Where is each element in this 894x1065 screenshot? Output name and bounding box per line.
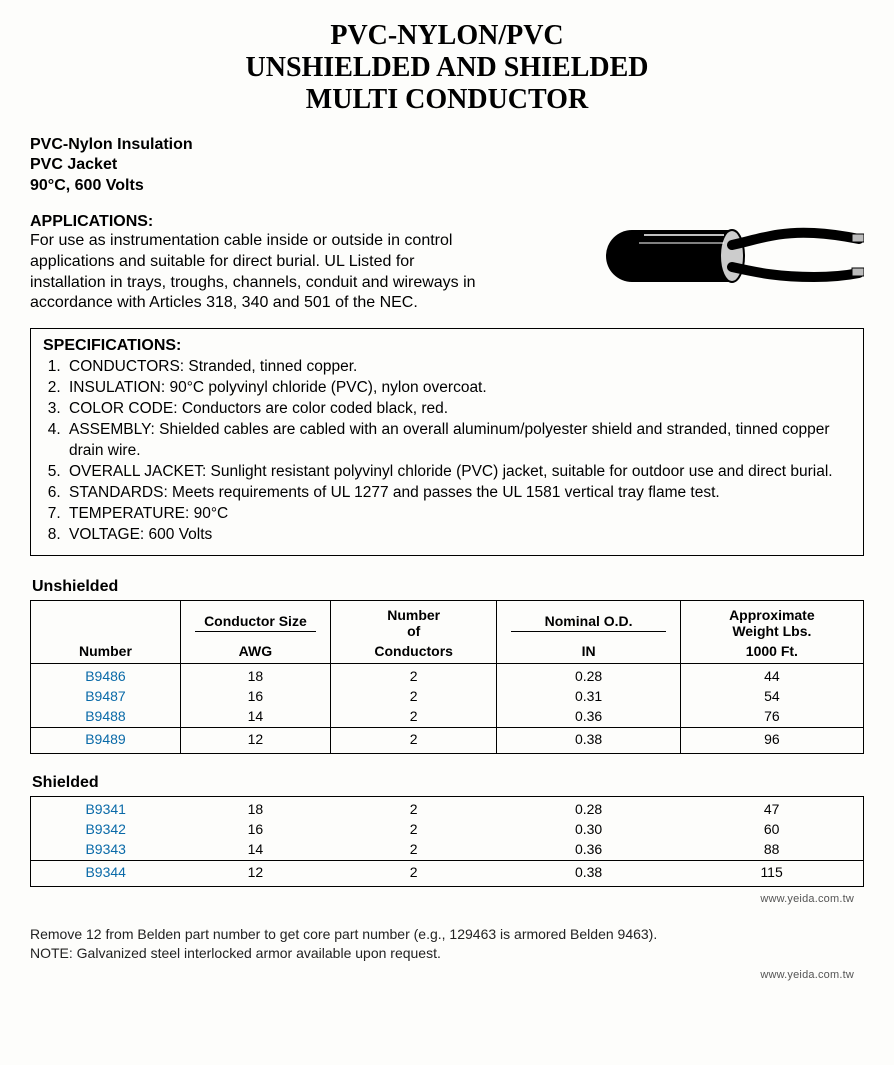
- cell-od: 0.38: [497, 728, 680, 754]
- cell-conductors: 2: [330, 706, 497, 728]
- cell-weight: 76: [680, 706, 863, 728]
- spec-item: VOLTAGE: 600 Volts: [65, 525, 851, 546]
- watermark-text-2: www.yeida.com.tw: [30, 969, 864, 981]
- cell-od: 0.28: [497, 797, 680, 820]
- cell-od: 0.36: [497, 706, 680, 728]
- cell-weight: 88: [680, 839, 863, 861]
- cell-awg: 18: [180, 797, 330, 820]
- cell-conductors: 2: [330, 861, 497, 887]
- cell-conductors: 2: [330, 728, 497, 754]
- col-header-num-conductors: Number of: [330, 601, 497, 642]
- cell-conductors: 2: [330, 819, 497, 839]
- cable-illustration: [604, 221, 864, 291]
- applications-text: APPLICATIONS: For use as instrumentation…: [30, 213, 584, 314]
- table-row: B9488 14 2 0.36 76: [31, 706, 864, 728]
- title-line-1: PVC-NYLON/PVC: [30, 20, 864, 52]
- part-number-link[interactable]: B9488: [85, 708, 125, 724]
- table-header: Conductor Size Number of Nominal O.D. Ap…: [31, 601, 864, 664]
- footnotes: Remove 12 from Belden part number to get…: [30, 925, 864, 963]
- cell-awg: 14: [180, 706, 330, 728]
- title-line-3: MULTI CONDUCTOR: [30, 84, 864, 116]
- cell-weight: 96: [680, 728, 863, 754]
- col-header-conductor-size: Conductor Size: [180, 601, 330, 642]
- cell-od: 0.36: [497, 839, 680, 861]
- cell-awg: 18: [180, 664, 330, 687]
- col-header-number: [31, 601, 181, 642]
- subheader-line-3: 90°C, 600 Volts: [30, 176, 864, 197]
- spec-item: ASSEMBLY: Shielded cables are cabled wit…: [65, 420, 851, 462]
- cell-weight: 44: [680, 664, 863, 687]
- title-block: PVC-NYLON/PVC UNSHIELDED AND SHIELDED MU…: [30, 20, 864, 117]
- part-number-link[interactable]: B9341: [85, 801, 125, 817]
- col-header-weight: Approximate Weight Lbs.: [680, 601, 863, 642]
- cell-weight: 54: [680, 686, 863, 706]
- cell-awg: 14: [180, 839, 330, 861]
- spec-item: STANDARDS: Meets requirements of UL 1277…: [65, 483, 851, 504]
- cell-conductors: 2: [330, 797, 497, 820]
- part-number-link[interactable]: B9342: [85, 821, 125, 837]
- col-subheader-number: Number: [31, 641, 181, 664]
- cell-weight: 47: [680, 797, 863, 820]
- specifications-box: SPECIFICATIONS: CONDUCTORS: Stranded, ti…: [30, 328, 864, 556]
- subheader-line-2: PVC Jacket: [30, 155, 864, 176]
- cell-weight: 115: [680, 861, 863, 887]
- watermark-text: www.yeida.com.tw: [30, 893, 864, 905]
- cell-conductors: 2: [330, 839, 497, 861]
- spec-item: COLOR CODE: Conductors are color coded b…: [65, 399, 851, 420]
- part-number-link[interactable]: B9486: [85, 668, 125, 684]
- table-row: B9486 18 2 0.28 44: [31, 664, 864, 687]
- applications-row: APPLICATIONS: For use as instrumentation…: [30, 213, 864, 314]
- spec-item: CONDUCTORS: Stranded, tinned copper.: [65, 357, 851, 378]
- cell-od: 0.28: [497, 664, 680, 687]
- col-subheader-in: IN: [497, 641, 680, 664]
- table-row: B9489 12 2 0.38 96: [31, 728, 864, 754]
- part-number-link[interactable]: B9344: [85, 864, 125, 880]
- unshielded-table: Conductor Size Number of Nominal O.D. Ap…: [30, 600, 864, 754]
- col-subheader-1000ft: 1000 Ft.: [680, 641, 863, 664]
- part-number-link[interactable]: B9487: [85, 688, 125, 704]
- applications-body: For use as instrumentation cable inside …: [30, 231, 490, 314]
- specifications-heading: SPECIFICATIONS:: [43, 337, 851, 355]
- cell-od: 0.30: [497, 819, 680, 839]
- spec-item: INSULATION: 90°C polyvinyl chloride (PVC…: [65, 378, 851, 399]
- table-row: B9342 16 2 0.30 60: [31, 819, 864, 839]
- cell-od: 0.31: [497, 686, 680, 706]
- cell-awg: 12: [180, 861, 330, 887]
- col-subheader-awg: AWG: [180, 641, 330, 664]
- cell-awg: 16: [180, 819, 330, 839]
- table-row: B9341 18 2 0.28 47: [31, 797, 864, 820]
- cell-awg: 12: [180, 728, 330, 754]
- sub-header: PVC-Nylon Insulation PVC Jacket 90°C, 60…: [30, 135, 864, 197]
- part-number-link[interactable]: B9489: [85, 731, 125, 747]
- footnote-line-1: Remove 12 from Belden part number to get…: [30, 925, 864, 944]
- subheader-line-1: PVC-Nylon Insulation: [30, 135, 864, 156]
- table-row: B9343 14 2 0.36 88: [31, 839, 864, 861]
- table-row: B9344 12 2 0.38 115: [31, 861, 864, 887]
- col-header-nominal-od: Nominal O.D.: [497, 601, 680, 642]
- part-number-link[interactable]: B9343: [85, 841, 125, 857]
- cell-conductors: 2: [330, 686, 497, 706]
- col-subheader-conductors: Conductors: [330, 641, 497, 664]
- cell-conductors: 2: [330, 664, 497, 687]
- unshielded-label: Unshielded: [32, 578, 864, 596]
- table-row: B9487 16 2 0.31 54: [31, 686, 864, 706]
- footnote-line-2: NOTE: Galvanized steel interlocked armor…: [30, 944, 864, 963]
- spec-item: OVERALL JACKET: Sunlight resistant polyv…: [65, 462, 851, 483]
- shielded-table: B9341 18 2 0.28 47 B9342 16 2 0.30 60 B9…: [30, 796, 864, 887]
- shielded-label: Shielded: [32, 774, 864, 792]
- applications-heading: APPLICATIONS:: [30, 213, 584, 231]
- cell-weight: 60: [680, 819, 863, 839]
- cell-od: 0.38: [497, 861, 680, 887]
- specifications-list: CONDUCTORS: Stranded, tinned copper. INS…: [43, 357, 851, 545]
- title-line-2: UNSHIELDED AND SHIELDED: [30, 52, 864, 84]
- cell-awg: 16: [180, 686, 330, 706]
- spec-item: TEMPERATURE: 90°C: [65, 504, 851, 525]
